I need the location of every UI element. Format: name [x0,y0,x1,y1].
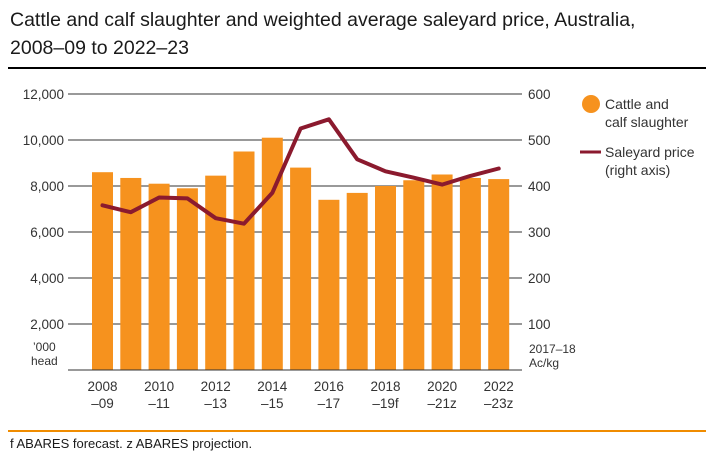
bottom-rule [8,430,706,432]
x-tick-label-year: 2010 [144,379,174,394]
chart-title-line1: Cattle and calf slaughter and weighted a… [10,9,636,31]
bar [346,192,368,370]
x-tick-label-period: –23z [484,396,514,411]
x-tick-label-year: 2022 [484,379,514,394]
left-tick-label: 6,000 [30,225,64,240]
saleyard-price-line [100,117,501,226]
bar [431,174,453,370]
bar [488,179,510,370]
x-tick-label-year: 2014 [257,379,288,394]
left-unit-label-line1: ’000 [33,340,56,354]
right-tick-label: 500 [528,133,551,148]
bar [375,186,396,370]
x-tick-label-year: 2018 [370,379,400,394]
bar [148,183,170,370]
x-tick-label-year: 2020 [427,379,457,394]
right-tick-label: 600 [528,87,551,102]
bar [176,188,198,370]
x-tick-label-year: 2016 [314,379,344,394]
legend-bar-label-line2: calf slaughter [605,114,689,130]
x-tick-label-year: 2008 [87,379,117,394]
left-tick-label: 8,000 [30,179,64,194]
bar [233,151,255,370]
left-unit-label-line2: head [31,354,58,368]
chart-title-line2: 2008–09 to 2022–23 [10,37,189,59]
x-tick-label-period: –19f [372,396,399,411]
x-tick-label-period: –17 [318,396,341,411]
bar [290,167,312,370]
right-tick-label: 200 [528,271,551,286]
x-tick-label-year: 2012 [201,379,231,394]
bar [120,177,142,370]
bar [318,199,340,370]
left-tick-label: 10,000 [23,133,64,148]
top-rule [8,67,706,69]
bar [459,177,481,370]
legend-bar-marker [582,95,600,113]
right-tick-label: 100 [528,317,551,332]
right-unit-label-line1: 2017–18 [529,342,576,356]
x-tick-label-period: –15 [261,396,284,411]
bar [205,175,227,370]
x-tick-label-period: –13 [204,396,227,411]
right-tick-label: 300 [528,225,551,240]
legend-bar-label-line1: Cattle and [605,96,669,112]
right-tick-label: 400 [528,179,551,194]
right-unit-label-line2: Ac/kg [529,356,559,370]
legend-line-label-line1: Saleyard price [605,144,695,160]
left-tick-label: 2,000 [30,317,64,332]
bar [92,172,113,370]
left-tick-label: 4,000 [30,271,64,286]
x-tick-label-period: –11 [148,396,170,411]
chart-title: Cattle and calf slaughter and weighted a… [10,6,700,62]
bar [403,180,425,370]
legend-line-label-line2: (right axis) [605,162,670,178]
x-tick-label-period: –21z [427,396,457,411]
left-tick-label: 12,000 [23,87,64,102]
footnote: f ABARES forecast. z ABARES projection. [10,436,253,451]
x-tick-label-period: –09 [91,396,114,411]
